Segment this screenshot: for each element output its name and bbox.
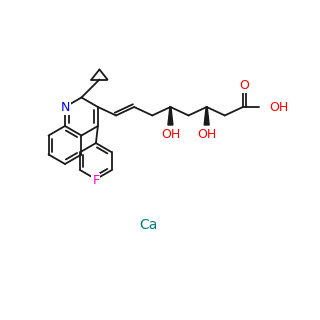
Text: F: F [92, 174, 100, 187]
Text: O: O [239, 78, 249, 92]
Text: OH: OH [269, 100, 288, 114]
Polygon shape [204, 107, 209, 125]
Text: Ca: Ca [139, 218, 157, 232]
Text: OH: OH [161, 127, 180, 140]
Text: N: N [60, 100, 70, 114]
Polygon shape [168, 107, 173, 125]
Text: OH: OH [197, 127, 216, 140]
